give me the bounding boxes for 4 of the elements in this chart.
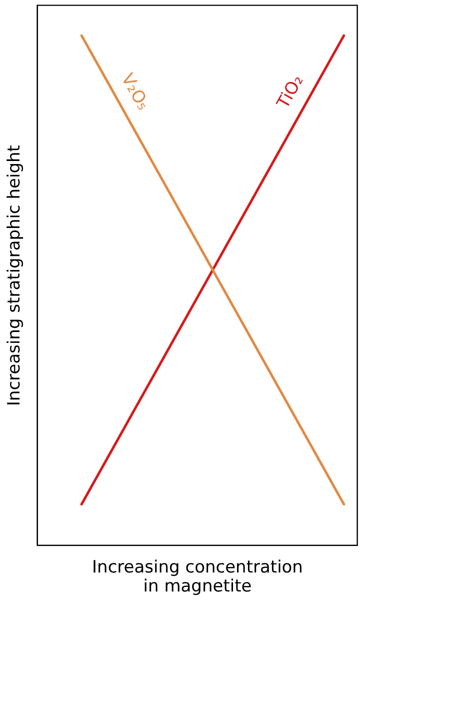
x-axis-title: Increasing concentration in magnetite: [92, 558, 303, 596]
text: TiO₂: [272, 72, 308, 113]
text: V₂O₅: [116, 70, 154, 114]
y-axis-title: Increasing stratigraphic height: [4, 144, 24, 406]
